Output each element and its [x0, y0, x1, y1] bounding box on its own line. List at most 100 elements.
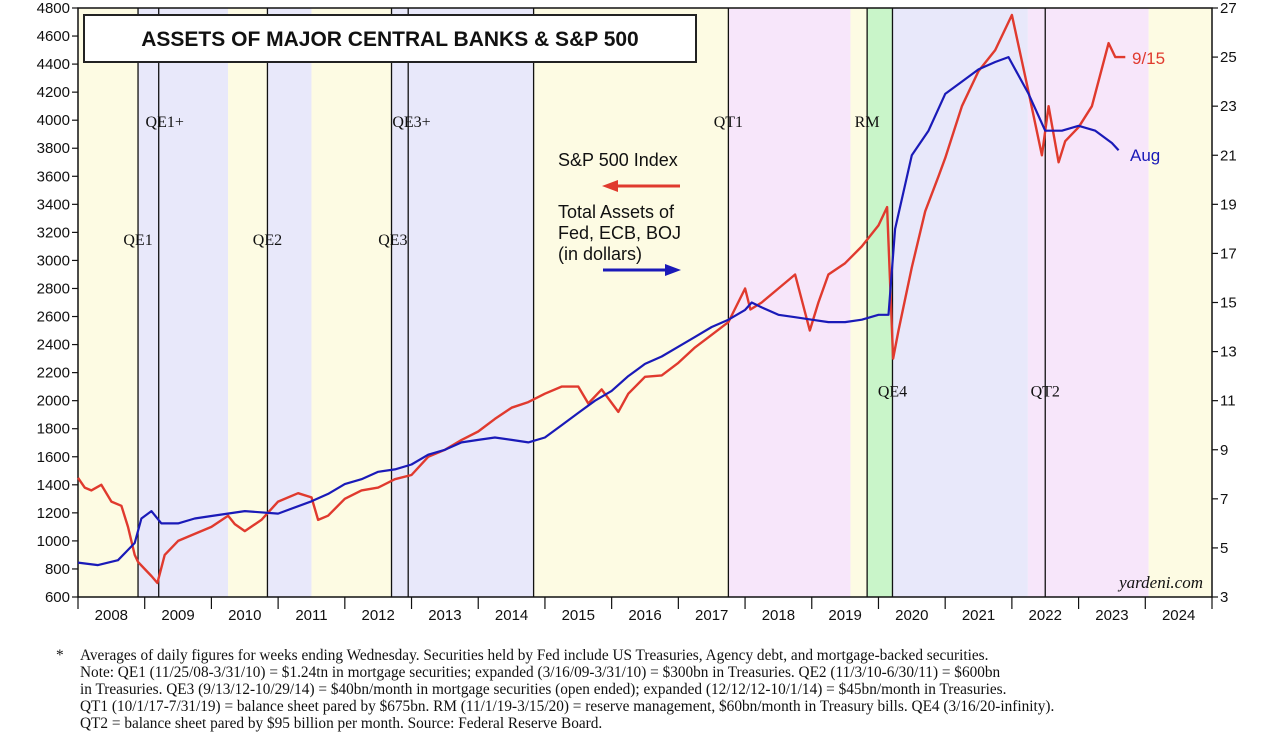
y-right-tick-label: 3 [1220, 589, 1228, 606]
y-right-tick-label: 17 [1220, 245, 1237, 262]
x-tick-label: 2021 [962, 607, 995, 624]
y-right-tick-label: 9 [1220, 442, 1228, 459]
y-left-tick-label: 4200 [37, 84, 70, 101]
period-band-gap2 [311, 8, 392, 597]
footnote-line: QT1 (10/1/17-7/31/19) = balance sheet pa… [80, 698, 1055, 715]
y-left-tick-label: 3200 [37, 224, 70, 241]
period-band-qe2 [267, 8, 312, 597]
y-left-tick-label: 2200 [37, 365, 70, 382]
x-tick-label: 2010 [228, 607, 261, 624]
annotation-rm: RM [855, 114, 880, 131]
series-lines [77, 13, 1126, 585]
annotation-qe2: QE2 [253, 232, 282, 249]
sp500-end-label: 9/15 [1132, 49, 1165, 68]
y-right-tick-label: 7 [1220, 491, 1228, 508]
y-left-tick-label: 1200 [37, 505, 70, 522]
chart-title: ASSETS OF MAJOR CENTRAL BANKS & S&P 500 [141, 28, 638, 51]
legend: S&P 500 Index Total Assets of Fed, ECB, … [558, 150, 681, 276]
y-right-tick-label: 27 [1220, 0, 1237, 17]
y-left-tick-label: 4400 [37, 56, 70, 73]
x-tick-label: 2013 [428, 607, 461, 624]
y-left-tick-label: 4600 [37, 28, 70, 45]
annotation-qe1: QE1 [123, 232, 152, 249]
legend-sp500-label: S&P 500 Index [558, 150, 678, 170]
footnote-line: QT2 = balance sheet pared by $95 billion… [80, 715, 603, 732]
annotation-qe3-plus: QE3+ [392, 114, 430, 131]
period-bands [78, 8, 1212, 597]
x-tick-label: 2020 [895, 607, 928, 624]
footnote-line: Note: QE1 (11/25/08-3/31/10) = $1.24tn i… [80, 664, 1001, 681]
y-right-tick-label: 11 [1220, 393, 1236, 410]
period-band-rm [867, 8, 893, 597]
footnote-star: * [56, 647, 64, 664]
x-tick-label: 2023 [1095, 607, 1128, 624]
y-left-tick-label: 1800 [37, 421, 70, 438]
x-tick-label: 2018 [762, 607, 795, 624]
chart-title-box: ASSETS OF MAJOR CENTRAL BANKS & S&P 500 [83, 14, 697, 63]
y-right-tick-label: 21 [1220, 147, 1237, 164]
legend-assets-arrow [603, 264, 681, 276]
legend-assets-label-3: (in dollars) [558, 244, 642, 264]
y-right-tick-label: 19 [1220, 196, 1237, 213]
title-frame [83, 14, 697, 63]
period-band-qe4 [892, 8, 1028, 597]
y-left-tick-label: 2400 [37, 337, 70, 354]
footnote: * Averages of daily figures for weeks en… [56, 647, 1276, 732]
y-left-tick-label: 2800 [37, 280, 70, 297]
x-tick-label: 2011 [295, 607, 327, 624]
sp500-line [77, 13, 1126, 585]
y-left-tick-label: 2600 [37, 309, 70, 326]
period-band-post [1148, 8, 1212, 597]
y-left-tick-label: 1600 [37, 449, 70, 466]
annotation-qt1: QT1 [714, 114, 743, 131]
y-right-tick-label: 25 [1220, 49, 1237, 66]
period-band-qe3 [391, 8, 534, 597]
y-left-tick-label: 3600 [37, 168, 70, 185]
y-right-tick-label: 13 [1220, 344, 1237, 361]
y-right-tick-label: 15 [1220, 295, 1237, 312]
x-tick-label: 2009 [161, 607, 194, 624]
y-left-tick-label: 3800 [37, 140, 70, 157]
y-left-tick-label: 3000 [37, 252, 70, 269]
x-tick-label: 2008 [95, 607, 128, 624]
y-right-tick-label: 23 [1220, 98, 1237, 115]
period-band-qt1 [728, 8, 851, 597]
x-tick-label: 2017 [695, 607, 728, 624]
policy-vertical-lines [137, 8, 1046, 597]
assets-end-label: Aug [1130, 146, 1160, 165]
y-left-tick-label: 1000 [37, 533, 70, 550]
central-bank-assets-line [77, 55, 1120, 567]
annotation-qe4: QE4 [878, 383, 907, 400]
x-tick-label: 2022 [1029, 607, 1062, 624]
x-tick-label: 2012 [361, 607, 394, 624]
period-band-gap4 [850, 8, 868, 597]
x-tick-label: 2019 [828, 607, 861, 624]
footnote-text: Averages of daily figures for weeks endi… [80, 647, 1276, 732]
annotation-qt2: QT2 [1031, 383, 1060, 400]
legend-assets-label-2: Fed, ECB, BOJ [558, 223, 681, 243]
annotation-qe1-plus: QE1+ [146, 114, 184, 131]
axes: 600 800 1000 1200 1400 1600 1800 2000 2200 2400 26… [37, 0, 1237, 624]
x-tick-label: 2024 [1162, 607, 1195, 624]
footnote-line: in Treasuries. QE3 (9/13/12-10/29/14) = … [80, 681, 1007, 698]
central-banks-chart: QE1+ QE1 QE2 QE3+ QE3 QT1 RM QE4 QT2 600 800 1000 1… [37, 0, 1237, 624]
x-tick-label: 2016 [628, 607, 661, 624]
y-left-tick-label: 2000 [37, 393, 70, 410]
y-left-tick-label: 1400 [37, 477, 70, 494]
y-right-tick-label: 5 [1220, 540, 1228, 557]
x-tick-label: 2014 [495, 607, 528, 624]
legend-sp500-arrow [602, 180, 680, 192]
y-left-tick-label: 4000 [37, 112, 70, 129]
source-label: yardeni.com [1117, 573, 1203, 592]
annotation-qe3: QE3 [378, 232, 407, 249]
period-band-qt2 [1027, 8, 1149, 597]
y-left-tick-label: 3400 [37, 196, 70, 213]
policy-annotations: QE1+ QE1 QE2 QE3+ QE3 QT1 RM QE4 QT2 [123, 114, 1060, 400]
period-band-qe1 [138, 8, 229, 597]
period-band-pre [78, 8, 139, 597]
y-left-tick-label: 4800 [37, 0, 70, 17]
x-tick-label: 2015 [562, 607, 595, 624]
y-left-tick-label: 600 [45, 589, 70, 606]
period-band-gap1 [228, 8, 268, 597]
y-left-tick-label: 800 [45, 561, 70, 578]
